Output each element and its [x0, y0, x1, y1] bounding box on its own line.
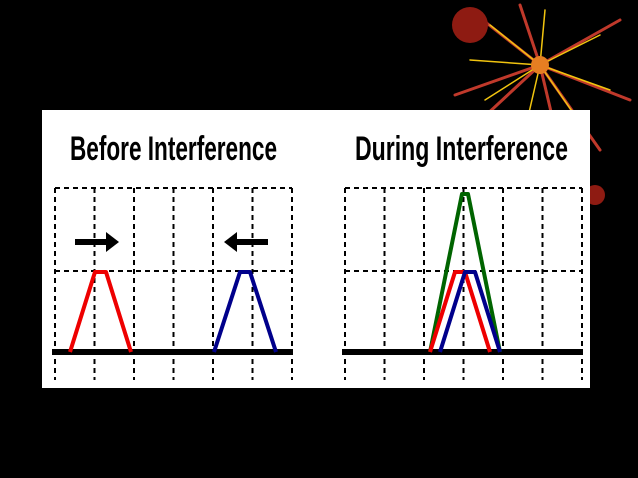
blue-pulse	[438, 270, 502, 353]
green-pulse	[428, 192, 502, 353]
panel-title: Before Interference	[70, 130, 277, 168]
blue-pulse	[212, 270, 278, 353]
arrow-left	[224, 232, 268, 252]
arrow-right	[75, 232, 119, 252]
red-pulse	[68, 270, 133, 353]
red-pulse	[428, 270, 492, 353]
panel-title: During Interference	[355, 130, 568, 168]
